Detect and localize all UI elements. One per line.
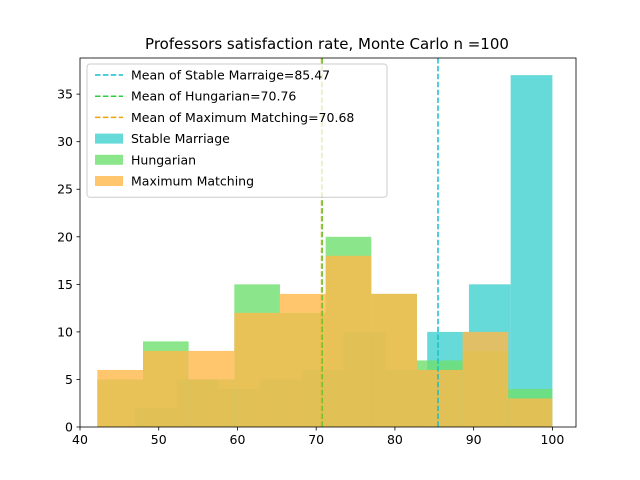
y-tick-label: 25 xyxy=(57,182,73,197)
stable-marriage-bar-9 xyxy=(510,75,553,427)
x-tick-label: 80 xyxy=(387,432,403,447)
maximum-matching-bar-9 xyxy=(508,398,553,427)
axes-frame xyxy=(79,57,577,428)
maximum-matching-bar-4 xyxy=(279,293,326,427)
x-tick-label: 90 xyxy=(466,432,482,447)
legend-label: Maximum Matching xyxy=(131,174,254,189)
legend-box xyxy=(86,63,388,198)
y-tick-label: 15 xyxy=(57,277,73,292)
legend-label: Stable Marriage xyxy=(131,131,230,146)
x-tick-label: 60 xyxy=(230,432,246,447)
maximum-matching-bar-1 xyxy=(142,350,189,427)
maximum-matching-bar-3 xyxy=(234,312,280,427)
legend: Mean of Stable Marraige=85.47 Mean of Hun… xyxy=(86,63,388,198)
legend-label: Mean of Hungarian=70.76 xyxy=(131,89,296,104)
y-tick-label: 5 xyxy=(65,372,73,387)
legend-swatch-hungarian xyxy=(95,154,123,165)
chart-title: Professors satisfaction rate, Monte Carl… xyxy=(145,35,509,53)
legend-label: Mean of Maximum Matching=70.68 xyxy=(131,110,354,125)
maximum-matching-bar-5 xyxy=(325,255,372,427)
maximum-matching-bar-8 xyxy=(462,331,509,427)
legend-label: Hungarian xyxy=(131,152,196,167)
y-tick-label: 35 xyxy=(57,87,73,102)
x-tick-label: 40 xyxy=(72,432,88,447)
maximum-matching-bar-2 xyxy=(188,350,235,427)
x-tick-label: 70 xyxy=(308,432,324,447)
bars-layer xyxy=(97,75,553,427)
maximum-matching-bar-7 xyxy=(416,369,463,427)
legend-label: Mean of Stable Marraige=85.47 xyxy=(131,68,330,83)
legend-swatch-stable-marriage xyxy=(95,133,123,144)
legend-swatch-maximum-matching xyxy=(95,176,123,186)
x-tick-label: 50 xyxy=(151,432,167,447)
mean-lines-layer xyxy=(320,58,439,427)
maximum-matching-bar-0 xyxy=(97,369,143,427)
axes-layer: 40 50 60 70 80 90 100 0 5 10 15 20 25 30 35 xyxy=(57,57,577,447)
y-tick-label: 30 xyxy=(57,134,73,149)
y-tick-label: 20 xyxy=(57,229,73,244)
maximum-matching-bar-6 xyxy=(371,293,417,427)
y-tick-label: 10 xyxy=(57,324,73,339)
x-tick-label: 100 xyxy=(540,432,564,447)
y-tick-label: 0 xyxy=(65,420,73,435)
